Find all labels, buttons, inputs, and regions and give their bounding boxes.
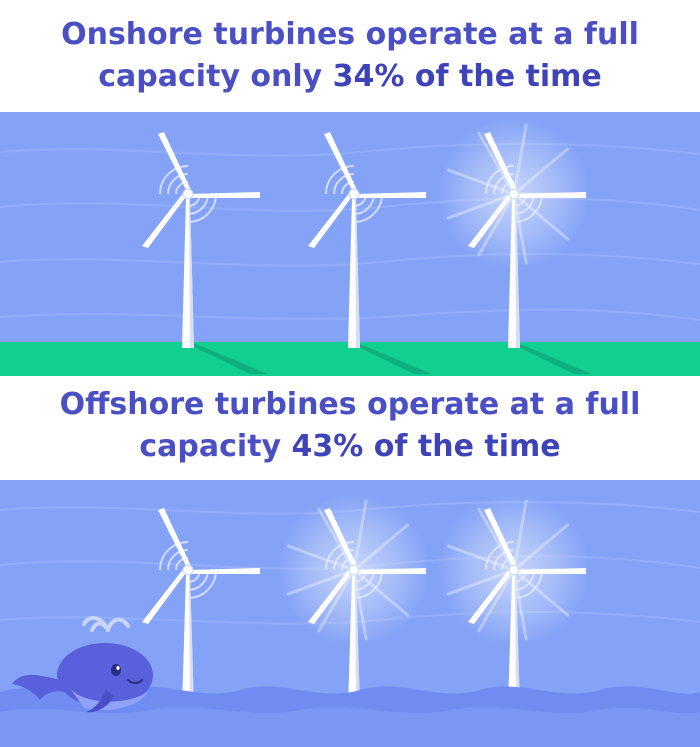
onshore-turbine-3-icon xyxy=(438,118,590,348)
blade-blur xyxy=(352,523,410,572)
tower-shade xyxy=(189,198,194,348)
offshore-illustration xyxy=(0,480,700,747)
hub xyxy=(182,564,194,576)
tower-shade xyxy=(355,198,360,348)
offshore-turbine-2-icon xyxy=(278,494,430,708)
tower-shade xyxy=(355,574,360,708)
turbine-shadows xyxy=(188,344,592,374)
hub xyxy=(348,188,360,200)
blade-1 xyxy=(158,508,191,570)
offshore-turbines xyxy=(142,494,590,708)
blade-blur xyxy=(286,568,356,596)
offshore-heading-text: Offshore turbines operate at a full capa… xyxy=(59,387,641,464)
blade-blur xyxy=(446,192,516,220)
blade-2 xyxy=(514,568,586,574)
blade-3 xyxy=(308,568,354,624)
sky-wind-lines xyxy=(0,142,700,321)
blade-2 xyxy=(514,192,586,198)
blade-blur xyxy=(512,147,570,196)
blade-3 xyxy=(142,568,188,624)
offshore-stat: 43% of the time xyxy=(291,429,561,464)
tower-shade xyxy=(189,574,194,708)
blade-blur xyxy=(317,568,356,633)
blade-blur xyxy=(446,568,516,596)
blade-3 xyxy=(142,192,188,248)
onshore-heading: Onshore turbines operate at a full capac… xyxy=(0,14,700,98)
blade-1 xyxy=(324,508,357,570)
onshore-turbines xyxy=(142,118,590,348)
hub xyxy=(508,564,520,576)
sea-front-wave xyxy=(0,707,700,747)
onshore-heading-text: Onshore turbines operate at a full capac… xyxy=(61,17,639,94)
onshore-scene xyxy=(0,112,700,376)
blade-2 xyxy=(188,568,260,574)
blade-1 xyxy=(484,508,517,570)
blade-2 xyxy=(188,192,260,198)
blade-1 xyxy=(484,132,517,194)
blade-3 xyxy=(468,192,514,248)
blade-blur xyxy=(352,499,368,572)
offshore-scene xyxy=(0,480,700,747)
blade-1 xyxy=(324,132,357,194)
offshore-heading: Offshore turbines operate at a full capa… xyxy=(0,384,700,468)
onshore-turbine-1-icon xyxy=(142,132,260,348)
blade-blur xyxy=(477,568,516,633)
whale-icon xyxy=(12,616,153,713)
tower-shade xyxy=(515,574,520,708)
blade-blur xyxy=(477,192,516,257)
hub xyxy=(508,188,520,200)
blade-2 xyxy=(354,192,426,198)
hub xyxy=(182,188,194,200)
blade-blur xyxy=(512,523,570,572)
offshore-turbine-1-icon xyxy=(142,508,260,708)
tower-shade xyxy=(515,198,520,348)
blade-3 xyxy=(468,568,514,624)
blade-3 xyxy=(308,192,354,248)
blade-1 xyxy=(158,132,191,194)
onshore-illustration xyxy=(0,112,700,376)
onshore-stat: 34% of the time xyxy=(332,59,602,94)
offshore-turbine-3-icon xyxy=(438,494,590,708)
blade-2 xyxy=(354,568,426,574)
blade-blur xyxy=(512,123,528,196)
blade-blur xyxy=(512,499,528,572)
hub xyxy=(348,564,360,576)
onshore-turbine-2-icon xyxy=(308,132,426,348)
